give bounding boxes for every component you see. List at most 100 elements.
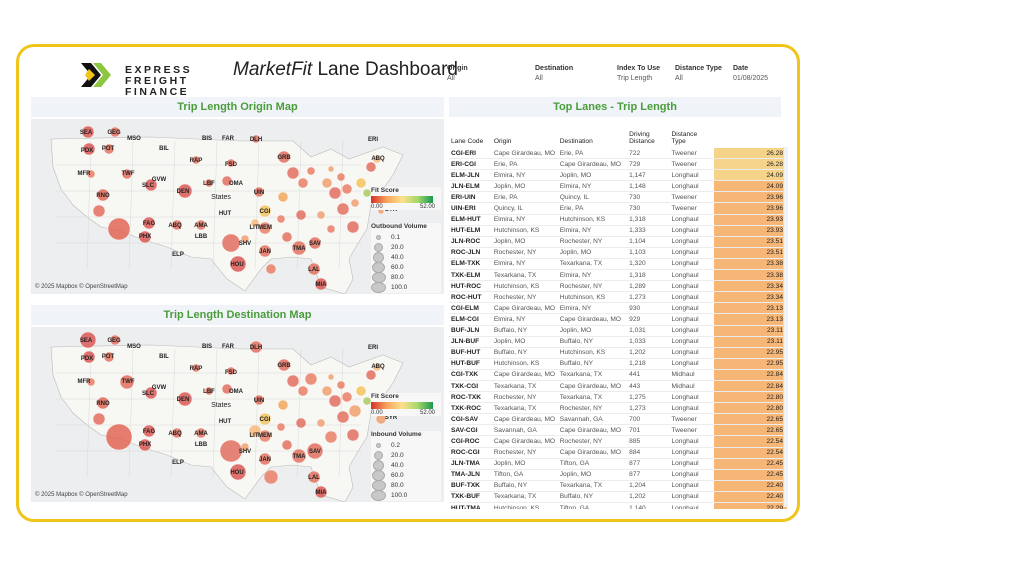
destination-bubble[interactable] <box>204 386 214 396</box>
origin-bubble[interactable] <box>81 125 95 139</box>
destination-bubble[interactable] <box>336 380 346 390</box>
destination-bubble[interactable] <box>177 391 193 407</box>
table-row[interactable]: CGI-ELM Cape Girardeau, MO Elmira, NY 930 Lo… <box>449 302 787 315</box>
origin-bubble[interactable] <box>144 178 158 192</box>
origin-bubble[interactable] <box>277 191 289 203</box>
destination-bubble[interactable] <box>253 394 265 406</box>
origin-bubble[interactable] <box>327 165 335 173</box>
table-row[interactable]: CGI-ERI Cape Girardeau, MO Erie, PA 722 Twee… <box>449 148 787 160</box>
origin-bubble[interactable] <box>355 177 367 189</box>
destination-bubble[interactable] <box>138 438 152 452</box>
origin-bubble[interactable] <box>92 204 106 218</box>
origin-bubble[interactable] <box>308 236 322 250</box>
destination-bubble[interactable] <box>191 363 201 373</box>
origin-bubble[interactable] <box>326 224 336 234</box>
origin-bubble[interactable] <box>291 240 307 256</box>
table-scrollbar[interactable] <box>783 147 788 507</box>
destination-bubble[interactable] <box>306 442 324 460</box>
origin-bubble[interactable] <box>336 202 350 216</box>
destination-bubble[interactable] <box>226 366 236 376</box>
origin-bubble[interactable] <box>314 277 328 291</box>
table-row[interactable]: ROC-TXK Rochester, NY Texarkana, TX 1,275 Lo… <box>449 391 787 404</box>
destination-bubble[interactable] <box>295 417 307 429</box>
destination-bubble[interactable] <box>286 374 300 388</box>
table-row[interactable]: TXK-ELM Texarkana, TX Elmira, NY 1,318 Longh… <box>449 269 787 282</box>
destination-bubble[interactable] <box>304 372 318 386</box>
filter-date[interactable]: Date 01/08/2025 <box>733 65 769 82</box>
destination-bubble[interactable] <box>144 386 158 400</box>
column-header[interactable]: Distance Type <box>671 131 698 145</box>
origin-bubble[interactable] <box>250 218 260 228</box>
table-row[interactable]: SAV-CGI Savannah, GA Cape Girardeau, MO 701… <box>449 424 787 437</box>
destination-map-canvas[interactable]: SEA GEG MSO PDX POT BIL BIS FAR DLH GRB ABQ RAP FSD M… <box>31 327 444 502</box>
destination-bubble[interactable] <box>105 423 133 451</box>
destination-bubble[interactable] <box>348 404 362 418</box>
origin-bubble[interactable] <box>286 166 300 180</box>
origin-bubble[interactable] <box>276 214 286 224</box>
filter-origin[interactable]: Origin All <box>447 65 468 82</box>
table-row[interactable]: HUT-BUF Hutchinson, KS Buffalo, NY 1,218 Lon… <box>449 358 787 370</box>
origin-bubble[interactable] <box>341 183 353 195</box>
destination-bubble[interactable] <box>258 452 272 466</box>
destination-bubble[interactable] <box>229 463 247 481</box>
origin-bubble[interactable] <box>121 168 133 180</box>
destination-bubble[interactable] <box>297 385 309 397</box>
origin-bubble[interactable] <box>321 177 333 189</box>
destination-bubble[interactable] <box>314 485 328 499</box>
filter-index-to-use[interactable]: Index To Use Trip Length <box>617 65 661 82</box>
origin-bubble[interactable] <box>251 134 261 144</box>
destination-bubble[interactable] <box>321 385 333 397</box>
destination-bubble[interactable] <box>249 340 263 354</box>
origin-bubble[interactable] <box>229 255 247 273</box>
destination-bubble[interactable] <box>263 469 279 485</box>
table-row[interactable]: ELM-HUT Elmira, NY Hutchinson, KS 1,318 Long… <box>449 214 787 226</box>
table-row[interactable]: UIN-ERI Quincy, IL Erie, PA 730 Tweener 23.96 <box>449 202 787 215</box>
origin-bubble[interactable] <box>138 230 152 244</box>
origin-bubble[interactable] <box>258 244 272 258</box>
table-row[interactable]: HUT-TMA Hutchinson, KS Tifton, GA 1,140 Long… <box>449 502 787 509</box>
origin-bubble[interactable] <box>350 198 360 208</box>
origin-bubble[interactable] <box>240 234 250 244</box>
filter-destination[interactable]: Destination All <box>535 65 574 82</box>
destination-bubble[interactable] <box>341 391 353 403</box>
destination-bubble[interactable] <box>365 369 377 381</box>
origin-bubble[interactable] <box>258 204 272 218</box>
destination-bubble[interactable] <box>316 418 326 428</box>
destination-bubble[interactable] <box>327 373 335 381</box>
origin-bubble[interactable] <box>107 217 131 241</box>
table-row[interactable]: ROC-HUT Rochester, NY Hutchinson, KS 1,273 L… <box>449 291 787 304</box>
filter-distance-type[interactable]: Distance Type All <box>675 65 722 82</box>
origin-bubble[interactable] <box>307 262 321 276</box>
origin-bubble[interactable] <box>253 186 265 198</box>
top-lanes-table-container[interactable]: Lane Code Origin Destination Driving Distan… <box>449 125 787 509</box>
destination-bubble[interactable] <box>355 385 367 397</box>
table-row[interactable]: ELM-JLN Elmira, NY Joplin, MO 1,147 Longhaul… <box>449 169 787 182</box>
origin-bubble[interactable] <box>221 175 233 187</box>
destination-bubble[interactable] <box>277 399 289 411</box>
origin-bubble[interactable] <box>86 169 96 179</box>
table-row[interactable]: HUT-ROC Hutchinson, KS Rochester, NY 1,289 L… <box>449 280 787 293</box>
origin-bubble[interactable] <box>336 172 346 182</box>
table-row[interactable]: CGI-TXK Cape Girardeau, MO Texarkana, TX 44… <box>449 369 787 381</box>
destination-bubble[interactable] <box>109 334 121 346</box>
table-row[interactable]: BUF-HUT Buffalo, NY Hutchinson, KS 1,202 Lon… <box>449 347 787 359</box>
origin-bubble[interactable] <box>365 161 377 173</box>
origin-bubble[interactable] <box>281 231 293 243</box>
table-row[interactable]: JLN-ROC Joplin, MO Rochester, NY 1,104 Longh… <box>449 236 787 248</box>
destination-bubble[interactable] <box>346 428 360 442</box>
destination-bubble[interactable] <box>92 412 106 426</box>
destination-bubble[interactable] <box>328 394 342 408</box>
origin-bubble[interactable] <box>265 263 277 275</box>
destination-map[interactable]: SEA GEG MSO PDX POT BIL BIS FAR DLH GRB ABQ RAP FSD M… <box>31 327 444 502</box>
destination-bubble[interactable] <box>291 448 307 464</box>
destination-bubble[interactable] <box>258 429 272 443</box>
table-row[interactable]: CGI-SAV Cape Girardeau, MO Savannah, GA 700… <box>449 413 787 426</box>
destination-bubble[interactable] <box>277 358 291 372</box>
origin-bubble[interactable] <box>328 186 342 200</box>
destination-bubble[interactable] <box>248 424 262 438</box>
table-row[interactable]: JLN-ELM Joplin, MO Elmira, NY 1,148 Longhaul… <box>449 180 787 193</box>
table-row[interactable]: BUF-TXK Buffalo, NY Texarkana, TX 1,204 Long… <box>449 480 787 492</box>
origin-bubble[interactable] <box>316 210 326 220</box>
destination-bubble[interactable] <box>171 427 183 439</box>
table-row[interactable]: HUT-ELM Hutchinson, KS Elmira, NY 1,333 Long… <box>449 225 787 237</box>
